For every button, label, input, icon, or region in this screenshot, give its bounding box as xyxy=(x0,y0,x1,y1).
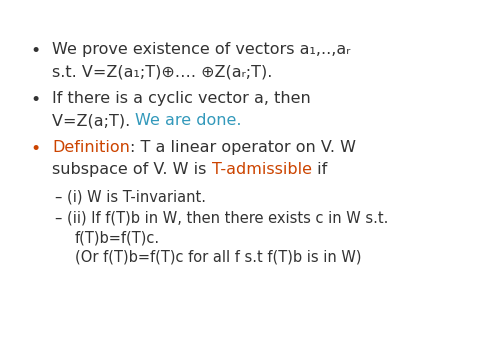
Text: T-admissible: T-admissible xyxy=(212,162,312,177)
Text: •: • xyxy=(30,91,40,109)
Text: – (ii) If f(T)b in W, then there exists c in W s.t.: – (ii) If f(T)b in W, then there exists … xyxy=(55,210,388,226)
Text: V=Z(a;T).: V=Z(a;T). xyxy=(52,113,136,128)
Text: – (i) W is T-invariant.: – (i) W is T-invariant. xyxy=(55,189,206,204)
Text: (Or f(T)b=f(T)c for all f s.t f(T)b is in W): (Or f(T)b=f(T)c for all f s.t f(T)b is i… xyxy=(75,250,362,264)
Text: If there is a cyclic vector a, then: If there is a cyclic vector a, then xyxy=(52,91,311,106)
Text: subspace of V. W is: subspace of V. W is xyxy=(52,162,212,177)
Text: •: • xyxy=(30,140,40,158)
Text: if: if xyxy=(312,162,327,177)
Text: We are done.: We are done. xyxy=(136,113,242,128)
Text: •: • xyxy=(30,42,40,60)
Text: f(T)b=f(T)c.: f(T)b=f(T)c. xyxy=(75,231,160,245)
Text: : T a linear operator on V. W: : T a linear operator on V. W xyxy=(130,140,356,155)
Text: s.t. V=Z(a₁;T)⊕…. ⊕Z(aᵣ;T).: s.t. V=Z(a₁;T)⊕…. ⊕Z(aᵣ;T). xyxy=(52,64,272,79)
Text: We prove existence of vectors a₁,..,aᵣ: We prove existence of vectors a₁,..,aᵣ xyxy=(52,42,350,57)
Text: Definition: Definition xyxy=(52,140,130,155)
